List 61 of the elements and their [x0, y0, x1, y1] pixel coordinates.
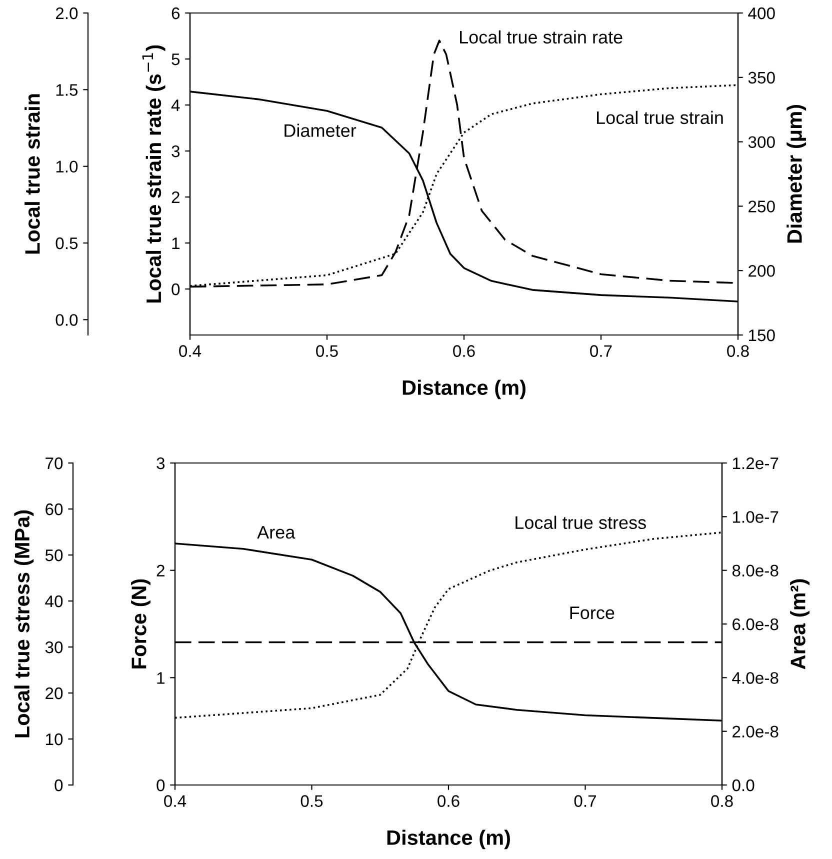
y3-tick-label: 10: [46, 733, 63, 746]
y-tick-label: 0: [172, 283, 180, 296]
x-tick-label: 0.5: [316, 345, 338, 357]
y3-tick-label: 0.5: [56, 237, 78, 250]
y2-tick-label: 350: [748, 72, 775, 84]
y2-tick-label: 400: [748, 7, 775, 20]
x-tick-label: 0.8: [711, 795, 733, 807]
x-tick-label: 0.5: [300, 795, 323, 807]
y3-axis-title: Local true strain: [24, 94, 40, 254]
x-tick-label: 0.4: [164, 795, 186, 807]
y3-tick-label: 30: [45, 641, 63, 654]
y3-axis-title: Local true stress (MPa): [14, 510, 34, 738]
x-tick-label: 0.7: [590, 345, 612, 357]
y-tick-label: 3: [172, 145, 180, 158]
y-tick-label: 1: [172, 238, 180, 250]
y-tick-label: 4: [171, 100, 180, 112]
y3-tick-label: 0.0: [56, 314, 78, 326]
y-tick-label: 6: [172, 7, 180, 20]
y2-tick-label: 250: [748, 200, 775, 212]
y-axis-title: Local true strain rate (s$^{−1}$): [142, 45, 166, 303]
x-tick-label: 0.8: [727, 345, 749, 357]
series-label: Local true stress: [516, 516, 646, 530]
y2-tick-label: 6.0e-8: [732, 618, 778, 630]
y3-tick-label: 50: [45, 549, 63, 562]
y2-tick-label: 1.2e-7: [732, 457, 778, 470]
y2-axis-title: Diameter (μm): [786, 104, 806, 243]
y3-tick-label: 1.5: [56, 84, 78, 96]
y2-tick-label: 8.0e-8: [732, 564, 778, 577]
y2-tick-label: 1.0e-7: [732, 511, 778, 523]
series-label: Area: [257, 526, 296, 539]
series-label: Diameter: [284, 124, 356, 137]
y2-tick-label: 0.0: [732, 779, 754, 792]
y2-axis-title: Area (m²): [790, 579, 810, 670]
series-label: Local true strain: [597, 110, 723, 124]
y3-tick-label: 1.0: [56, 160, 78, 173]
y3-tick-label: 60: [46, 503, 63, 516]
series-label: Local true strain rate: [460, 30, 622, 44]
y3-tick-label: 70: [46, 457, 63, 470]
y-tick-label: 3: [156, 457, 165, 470]
y-tick-label: 2: [172, 191, 180, 204]
y3-tick-label: 20: [46, 687, 63, 700]
y3-tick-label: 2.0: [56, 7, 78, 20]
x-tick-label: 0.7: [574, 795, 596, 807]
x-tick-label: 0.4: [179, 345, 202, 357]
y2-tick-label: 200: [748, 265, 775, 277]
y-axis-title: Force (N): [131, 579, 150, 668]
y-tick-label: 1: [157, 672, 164, 684]
y-tick-label: 5: [172, 54, 180, 66]
x-axis-title: Distance (m): [387, 830, 510, 850]
x-tick-label: 0.6: [453, 345, 475, 357]
y2-tick-label: 2.0e-8: [732, 726, 778, 738]
series-label: Force: [570, 606, 614, 620]
x-axis-title: Distance (m): [402, 380, 526, 400]
y3-tick-label: 40: [45, 595, 63, 608]
y2-tick-label: 300: [748, 136, 775, 148]
y2-tick-label: 4.0e-8: [732, 672, 778, 684]
y-tick-label: 0: [156, 779, 165, 792]
y-tick-label: 2: [156, 564, 164, 576]
y2-tick-label: 150: [748, 329, 775, 342]
x-tick-label: 0.6: [438, 795, 460, 807]
y3-tick-label: 0: [54, 779, 63, 792]
